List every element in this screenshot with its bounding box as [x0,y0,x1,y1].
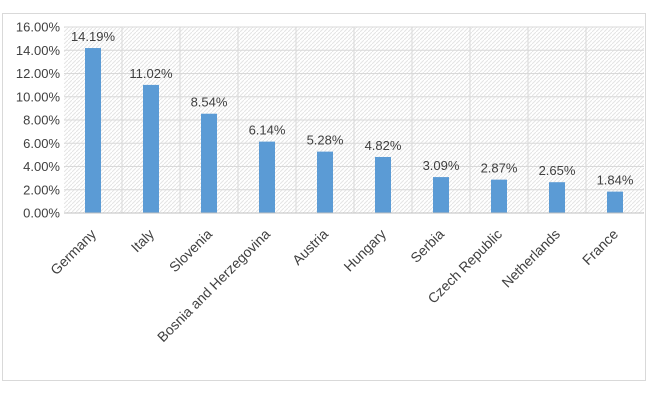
bar-france [607,191,623,213]
bar-italy [143,84,159,213]
category-label: Serbia [407,226,447,266]
data-label: 8.54% [191,95,228,110]
y-tick-label: 10.00% [16,89,61,104]
y-tick-label: 2.00% [23,182,60,197]
data-label: 4.82% [365,138,402,153]
bar-germany [85,48,101,214]
data-label: 5.28% [307,133,344,148]
data-label: 2.87% [481,161,518,176]
bar-czech-republic [491,179,507,213]
y-tick-label: 16.00% [16,20,61,35]
bars [85,48,623,214]
category-label: Slovenia [166,226,215,275]
y-tick-label: 0.00% [23,206,60,221]
bar-austria [317,151,333,213]
y-tick-label: 12.00% [16,66,61,81]
data-label: 11.02% [129,66,173,81]
data-label: 1.84% [597,173,634,188]
category-label: Germany [47,226,99,278]
category-label: Austria [289,226,331,268]
gridlines [64,26,644,214]
category-label: France [579,226,621,268]
data-label: 6.14% [249,123,286,138]
category-label: Netherlands [498,226,563,291]
data-label: 3.09% [423,158,460,173]
y-tick-label: 8.00% [23,113,60,128]
y-tick-label: 14.00% [16,43,61,58]
data-labels: 14.19% 11.02% 8.54% 6.14% 5.28% 4.82% 3.09% 2.8… [71,29,634,188]
y-tick-label: 4.00% [23,159,60,174]
category-label: Italy [128,226,157,255]
data-label: 14.19% [71,29,116,44]
bar-bosnia-and-herzegovina [259,141,275,213]
bar-slovenia [201,113,217,213]
bar-hungary [375,156,391,213]
category-label: Bosnia and Herzegovina [154,226,273,345]
data-label: 2.65% [539,163,576,178]
bar-serbia [433,177,449,213]
category-label: Hungary [340,226,389,275]
y-axis-ticks: 0.00% 2.00% 4.00% 6.00% 8.00% 10.00% 12.00% 14.… [16,20,61,221]
y-tick-label: 6.00% [23,136,60,151]
bar-netherlands [549,182,565,213]
